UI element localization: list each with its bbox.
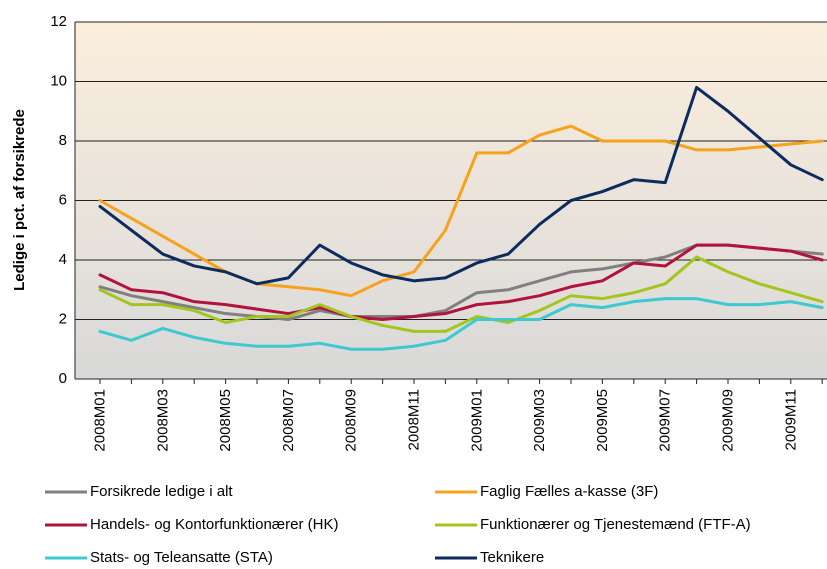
legend-label: Forsikrede ledige i alt — [90, 483, 233, 500]
x-tick-label: 2008M07 — [280, 389, 297, 452]
series-line — [98, 243, 824, 321]
x-tick-label: 2009M05 — [594, 389, 611, 452]
y-axis-label: Ledige i pct. af forsikrede — [11, 109, 28, 291]
y-tick-label: 0 — [59, 370, 67, 387]
y-tick-label: 6 — [59, 191, 67, 208]
series-line — [98, 255, 824, 333]
x-tick-label: 2008M09 — [343, 389, 360, 452]
series-line — [98, 124, 824, 298]
y-tick-label: 12 — [50, 13, 67, 30]
y-tick-label: 2 — [59, 310, 67, 327]
x-tick-label: 2009M11 — [782, 389, 799, 450]
series-line — [98, 297, 824, 351]
legend-label: Teknikere — [480, 549, 544, 566]
x-tick-label: 2008M05 — [217, 389, 234, 452]
x-tick-label: 2009M07 — [657, 389, 674, 452]
y-tick-label: 10 — [50, 72, 67, 89]
x-tick-label: 2009M01 — [468, 389, 485, 452]
legend-label: Funktionærer og Tjenestemænd (FTF-A) — [480, 516, 751, 533]
legend-label: Handels- og Kontorfunktionærer (HK) — [90, 516, 338, 533]
legend-label: Faglig Fælles a-kasse (3F) — [480, 483, 658, 500]
series-line — [98, 85, 824, 286]
x-tick-label: 2008M01 — [92, 389, 109, 452]
x-tick-label: 2009M03 — [531, 389, 548, 452]
legend-label: Stats- og Teleansatte (STA) — [90, 549, 273, 566]
x-tick-label: 2008M03 — [154, 389, 171, 452]
x-tick-label: 2008M11 — [406, 389, 423, 450]
y-tick-label: 8 — [59, 132, 67, 149]
y-tick-label: 4 — [59, 251, 67, 268]
x-tick-label: 2009M09 — [720, 389, 737, 452]
